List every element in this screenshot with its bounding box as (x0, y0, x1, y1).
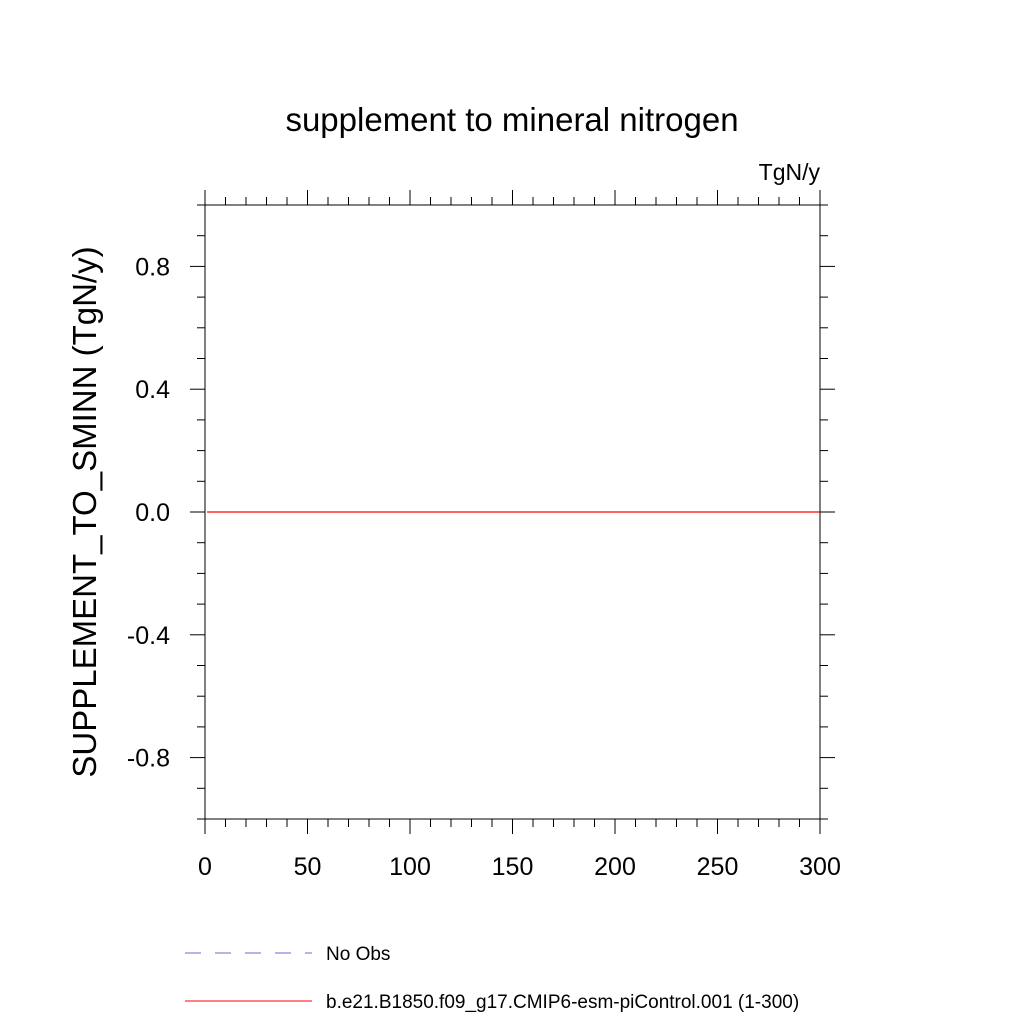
x-tick-label: 250 (697, 853, 739, 881)
y-axis-label: SUPPLEMENT_TO_SMINN (TgN/y) (66, 246, 103, 777)
y-tick-label: 0.4 (135, 376, 170, 404)
axes: 0 50 100 150 200 250 300 -0.8 -0.4 0.0 0.4 0.8 (127, 190, 841, 881)
x-tick-label: 100 (389, 853, 431, 881)
y-tick-label: 0.8 (135, 253, 170, 281)
x-tick-label: 150 (492, 853, 534, 881)
chart-title: supplement to mineral nitrogen (285, 101, 738, 138)
y-tick-label: 0.0 (135, 499, 170, 527)
x-tick-label: 50 (294, 853, 322, 881)
legend: No Obs b.e21.B1850.f09_g17.CMIP6-esm-piCo… (185, 944, 799, 1013)
legend-label: b.e21.B1850.f09_g17.CMIP6-esm-piControl.… (326, 992, 799, 1013)
legend-label: No Obs (326, 944, 390, 965)
x-tick-label: 300 (799, 853, 841, 881)
units-label: TgN/y (759, 159, 821, 185)
y-tick-label: -0.8 (127, 745, 170, 773)
x-tick-label: 200 (594, 853, 636, 881)
x-tick-label: 0 (198, 853, 212, 881)
y-tick-label: -0.4 (127, 622, 170, 650)
